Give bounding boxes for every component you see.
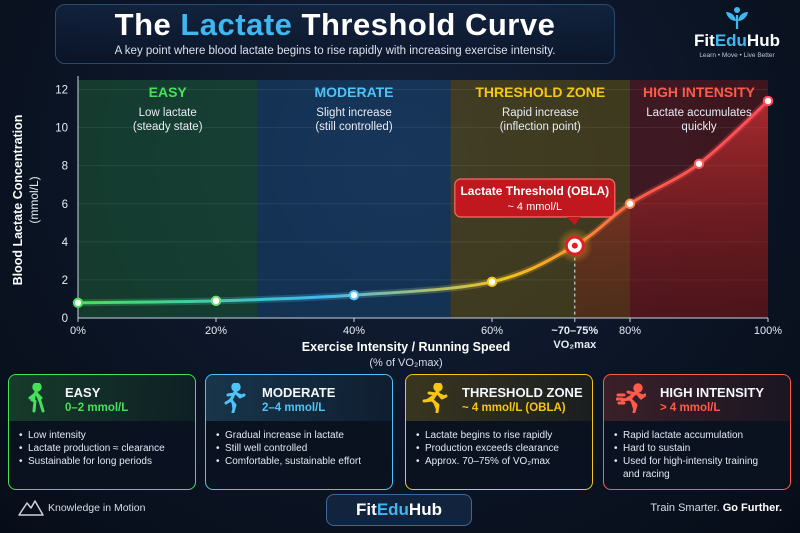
y-tick-label: 2	[62, 275, 68, 287]
zone-cards: EASY 0–2 mmol/L Low intensityLactate produ…	[8, 374, 792, 490]
title-banner: The Lactate Threshold Curve A key point …	[55, 4, 615, 64]
jogging-person-icon	[218, 382, 248, 414]
lactate-chart: EASY Low lactate (steady state) MODERATE Sli…	[11, 76, 783, 369]
zone-band-easy	[78, 80, 258, 318]
page-title: The Lactate Threshold Curve	[114, 7, 556, 42]
page-subtitle: A key point where blood lactate begins t…	[114, 45, 556, 57]
x-tick-label: 60%	[481, 325, 503, 337]
x-tick-label: ~70–75%	[551, 325, 598, 337]
card-range: 2–4 mmol/L	[262, 402, 326, 414]
card-bullets: Low intensityLactate production ≈ cleara…	[19, 429, 189, 468]
y-tick-label: 10	[55, 123, 68, 135]
card-bullet: Comfortable, sustainable effort	[216, 455, 386, 468]
data-point	[72, 297, 84, 308]
footer-brand: FitEduHub	[326, 494, 472, 526]
y-tick-label: 4	[62, 237, 69, 249]
callout-pointer	[566, 217, 581, 225]
card-title: MODERATE	[262, 385, 336, 400]
card-bullet: Low intensity	[19, 429, 189, 442]
footer-slogan: Train Smarter. Go Further.	[650, 502, 782, 514]
data-point	[486, 276, 498, 288]
card-bullet: Lactate production ≈ clearance	[19, 442, 189, 455]
zone-card-moderate: MODERATE 2–4 mmol/L Gradual increase in la…	[205, 374, 393, 490]
card-bullet: Production exceeds clearance	[416, 442, 586, 455]
x-axis-sublabel: (% of VO₂max)	[369, 357, 442, 369]
zone-desc: Low lactate	[139, 107, 197, 119]
card-bullet: Used for high-intensity training	[614, 455, 784, 468]
zone-desc: quickly	[681, 121, 716, 133]
card-bullet: Rapid lactate accumulation	[614, 429, 784, 442]
y-tick-label: 8	[62, 161, 68, 173]
brand-name: FitEduHub	[694, 31, 780, 50]
card-bullets: Lactate begins to rise rapidlyProduction…	[416, 429, 586, 468]
zone-title: THRESHOLD ZONE	[475, 84, 605, 100]
x-tick-label: 20%	[205, 325, 227, 337]
x-tick-label-2: VO₂max	[553, 339, 597, 351]
data-point	[693, 158, 705, 169]
data-point	[762, 95, 774, 107]
walking-person-icon	[21, 382, 51, 413]
card-title: THRESHOLD ZONE	[462, 385, 583, 400]
zone-desc: (steady state)	[133, 121, 203, 133]
zone-desc: Lactate accumulates	[646, 107, 752, 119]
card-title: HIGH INTENSITY	[660, 385, 765, 400]
card-range: ~ 4 mmol/L (OBLA)	[462, 402, 566, 414]
card-bullet: Hard to sustain	[614, 442, 784, 455]
y-tick-label: 6	[62, 199, 68, 211]
card-range: > 4 mmol/L	[660, 402, 721, 414]
card-bullet: Approx. 70–75% of VO₂max	[416, 455, 586, 468]
card-bullet: and racing	[623, 469, 670, 480]
card-bullets: Gradual increase in lactateStill well co…	[216, 429, 386, 468]
data-point	[210, 295, 222, 307]
zone-desc: (still controlled)	[315, 121, 392, 133]
high-intensity-area	[574, 100, 768, 318]
zone-title: EASY	[149, 84, 188, 100]
zone-desc: Rapid increase	[502, 107, 579, 119]
brand-logo-block: FitEduHub Learn • Move • Live Better	[692, 6, 782, 59]
threshold-callout	[454, 178, 616, 218]
y-tick-label: 12	[55, 85, 68, 97]
x-tick-label: 0%	[70, 325, 86, 337]
y-tick-label: 0	[62, 313, 68, 325]
footer-tagline: Knowledge in Motion	[48, 502, 146, 514]
running-person-icon	[418, 382, 448, 414]
x-tick-label: 40%	[343, 325, 365, 337]
y-axis-label: Blood Lactate Concentration	[11, 115, 25, 286]
mountain-icon	[18, 500, 44, 516]
zone-title: HIGH INTENSITY	[643, 84, 756, 100]
brand-tagline: Learn • Move • Live Better	[699, 52, 775, 59]
y-axis-unit: (mmol/L)	[27, 176, 41, 223]
card-title: EASY	[65, 385, 101, 400]
card-bullet: Lactate begins to rise rapidly	[416, 429, 586, 442]
card-header	[604, 375, 790, 421]
zone-card-easy: EASY 0–2 mmol/L Low intensityLactate produ…	[8, 374, 196, 490]
data-point	[348, 289, 360, 301]
zone-desc: (inflection point)	[500, 121, 581, 133]
sprinting-person-icon	[615, 383, 647, 414]
card-bullet: Sustainable for long periods	[19, 455, 189, 468]
card-bullet: Still well controlled	[216, 442, 386, 455]
x-tick-label: 80%	[619, 325, 641, 337]
x-axis-label: Exercise Intensity / Running Speed	[302, 340, 510, 354]
callout-title: Lactate Threshold (OBLA)	[460, 184, 609, 198]
card-range: 0–2 mmol/L	[65, 402, 129, 414]
callout-value: ~ 4 mmol/L	[507, 201, 562, 213]
card-bullet: Gradual increase in lactate	[216, 429, 386, 442]
data-point	[624, 198, 636, 209]
zone-card-threshold-zone: THRESHOLD ZONE ~ 4 mmol/L (OBLA) Lactate b…	[405, 374, 593, 490]
zone-title: MODERATE	[314, 84, 393, 100]
zone-band-moderate	[257, 80, 451, 318]
zone-desc: Slight increase	[316, 107, 391, 119]
threshold-marker-center	[571, 242, 578, 249]
zone-card-high-intensity: HIGH INTENSITY > 4 mmol/L Rapid lactate ac…	[603, 374, 791, 490]
sprout-person-icon	[726, 7, 748, 30]
x-tick-label: 100%	[754, 325, 782, 337]
card-bullets: Rapid lactate accumulationHard to sustai…	[614, 429, 784, 481]
